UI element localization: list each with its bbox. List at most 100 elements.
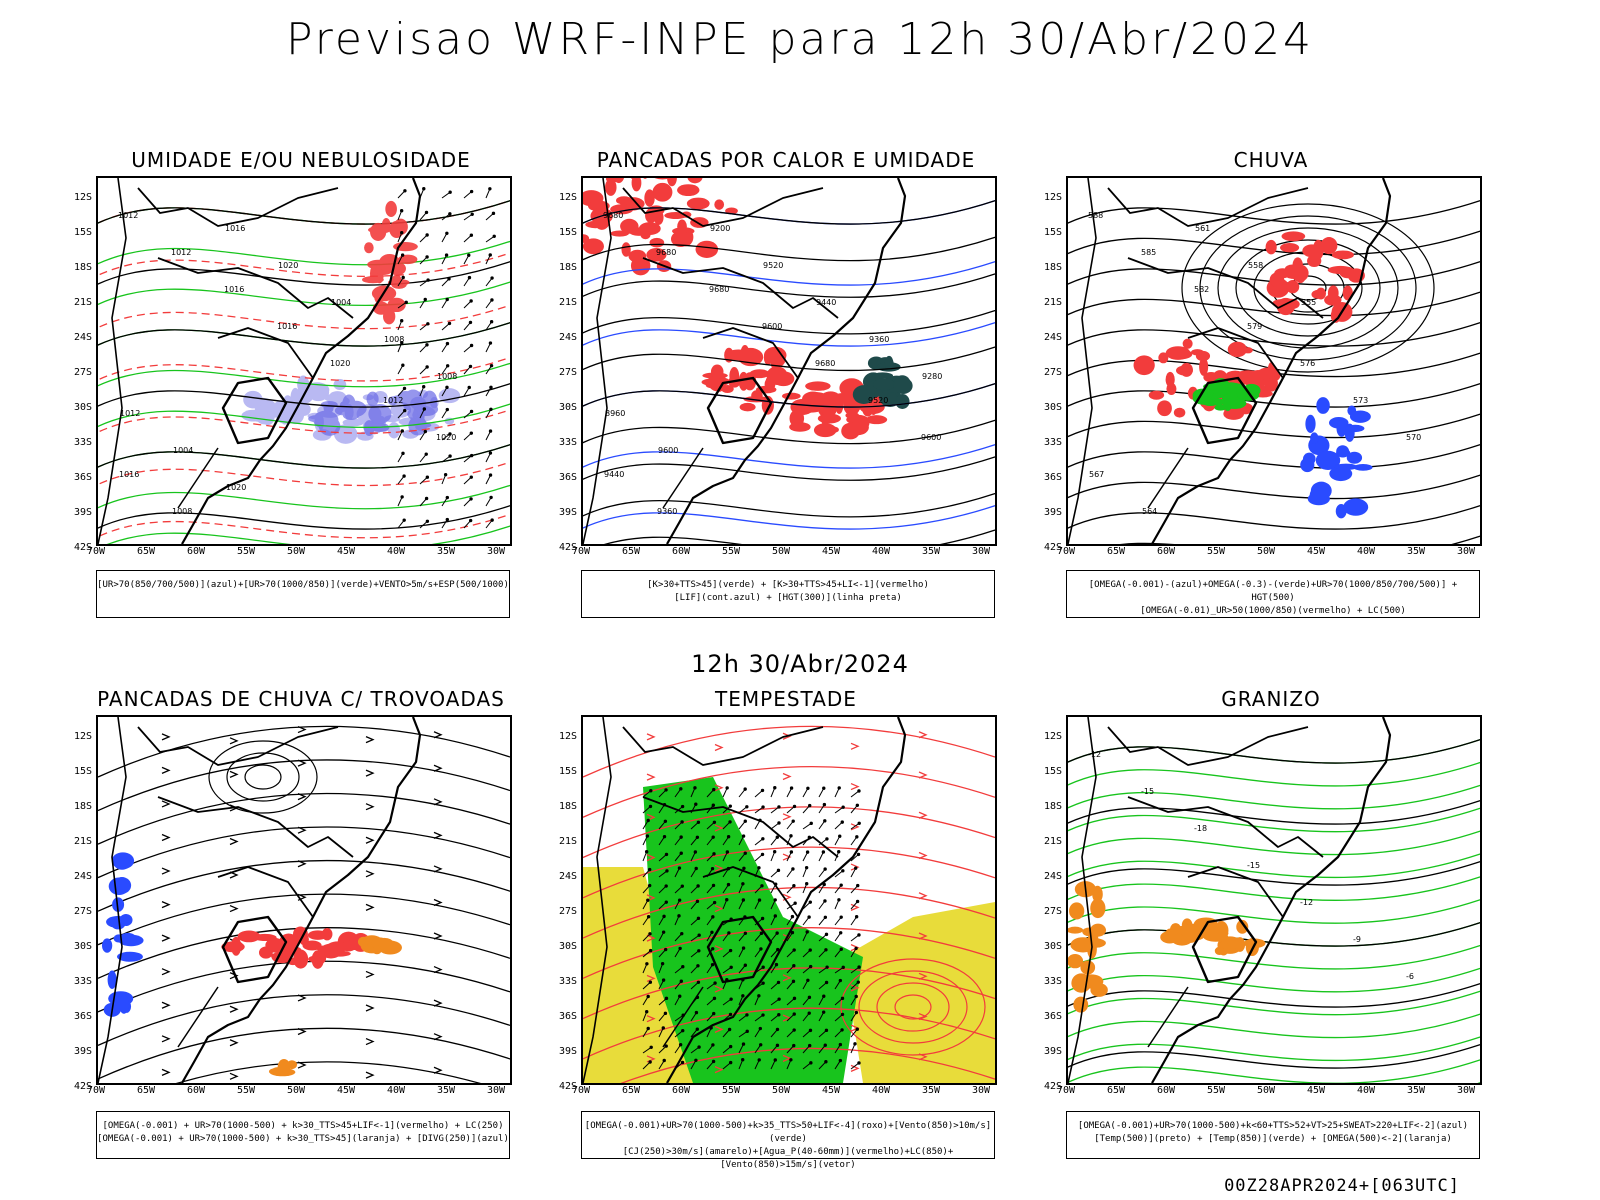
legend-line-2: [LIF](cont.azul) + [HGT(300)](linha pret… <box>674 593 902 603</box>
panel-title: PANCADAS POR CALOR E UMIDADE <box>596 148 976 172</box>
longitude-label: 35W <box>1406 546 1426 557</box>
map-boundaries <box>583 178 907 544</box>
latitude-label: 18S <box>558 801 577 812</box>
longitude-label: 35W <box>921 546 941 557</box>
longitude-label: 65W <box>1106 546 1126 557</box>
rain-red-north <box>1265 231 1365 323</box>
latitude-label: 21S <box>1043 297 1062 308</box>
latitude-label: 15S <box>1043 766 1062 777</box>
longitude-label: 50W <box>286 1085 306 1096</box>
contour-label: 9360 <box>657 507 677 516</box>
latitude-label: 12S <box>73 731 92 742</box>
longitude-label: 30W <box>486 1085 506 1096</box>
contour-label: -12 <box>1300 898 1313 907</box>
longitude-label: 55W <box>236 1085 256 1096</box>
forecast-run-label: 00Z28APR2024+[063UTC] <box>1224 1176 1460 1196</box>
divergence-blue-area <box>101 852 144 1017</box>
latitude-label: 24S <box>1043 871 1062 882</box>
latitude-label: 27S <box>73 367 92 378</box>
panel-legend: [OMEGA(-0.001) + UR>70(1000-500) + k>30_… <box>96 1111 510 1159</box>
longitude-label: 65W <box>136 546 156 557</box>
humidity-low-contours <box>98 199 510 544</box>
contour-label: -12 <box>1088 750 1101 759</box>
contour-label: 576 <box>1300 359 1315 368</box>
longitude-label: 70W <box>86 1085 106 1096</box>
longitude-label: 60W <box>1156 1085 1176 1096</box>
thunderstorm-red-area <box>221 926 371 969</box>
latitude-label: 42S <box>73 542 92 553</box>
latitude-label: 21S <box>1043 836 1062 847</box>
contour-label: 1016 <box>225 224 245 233</box>
legend-line-1: [OMEGA(-0.001)-(azul)+OMEGA(-0.3)-(verde… <box>1088 580 1458 603</box>
legend-line-1: [K>30+TTS>45](verde) + [K>30+TTS>45+LI<-… <box>647 580 929 590</box>
hgt500-contours <box>1068 199 1480 544</box>
longitude-label: 45W <box>1306 546 1326 557</box>
latitude-label: 18S <box>558 262 577 273</box>
contour-label: 1004 <box>331 298 351 307</box>
latitude-label: 36S <box>558 472 577 483</box>
longitude-label: 70W <box>571 1085 591 1096</box>
latitude-label: 27S <box>558 367 577 378</box>
latitude-label: 42S <box>1043 542 1062 553</box>
hgt500-low-contours <box>1181 203 1435 373</box>
latitude-label: 30S <box>1043 402 1062 413</box>
panel-legend: [OMEGA(-0.001)+UR>70(1000-500)+k<60+TTS>… <box>1066 1111 1480 1159</box>
contour-label: 588 <box>1088 211 1103 220</box>
contour-label: 9280 <box>922 372 942 381</box>
contour-label: -15 <box>1247 861 1260 870</box>
contour-label: -9 <box>1353 935 1361 944</box>
panel-title: UMIDADE E/OU NEBULOSIDADE <box>131 148 471 172</box>
contour-label: 9440 <box>604 470 624 479</box>
map-boundaries <box>98 178 422 544</box>
longitude-label: 55W <box>721 546 741 557</box>
contour-label: 1016 <box>224 285 244 294</box>
latitude-label: 24S <box>558 871 577 882</box>
streamlines-250 <box>98 725 510 1083</box>
temp850-contours <box>1068 738 1480 1083</box>
latitude-label: 33S <box>558 437 577 448</box>
longitude-label: 70W <box>86 546 106 557</box>
map-boundaries <box>1068 178 1392 544</box>
latitude-label: 27S <box>558 906 577 917</box>
longitude-label: 55W <box>236 546 256 557</box>
latitude-label: 36S <box>73 1011 92 1022</box>
contour-label: -6 <box>1406 972 1414 981</box>
longitude-label: 30W <box>971 546 991 557</box>
longitude-label: 65W <box>1106 1085 1126 1096</box>
contour-label: 1012 <box>118 211 138 220</box>
latitude-label: 39S <box>1043 507 1062 518</box>
longitude-label: 35W <box>436 546 456 557</box>
contour-label: 9440 <box>816 298 836 307</box>
longitude-label: 45W <box>1306 1085 1326 1096</box>
legend-line-2: [OMEGA(-0.001) + UR>70(1000-500) + k>30_… <box>97 1134 509 1144</box>
longitude-label: 55W <box>1206 546 1226 557</box>
contour-label: 9680 <box>709 285 729 294</box>
map-panel: 588 585 582 579 576 573 570 567 564 561 558 555 <box>1066 176 1482 546</box>
latitude-label: 21S <box>73 297 92 308</box>
longitude-label: 40W <box>386 546 406 557</box>
contour-label: 579 <box>1247 322 1262 331</box>
contour-label: 1016 <box>119 470 139 479</box>
latitude-label: 36S <box>558 1011 577 1022</box>
orange-south-spot <box>268 1058 298 1077</box>
lc850-vortex <box>840 958 986 1056</box>
contour-label: 9360 <box>869 335 889 344</box>
longitude-label: 55W <box>721 1085 741 1096</box>
thunderstorm-orange-area <box>357 935 402 955</box>
contour-label: 573 <box>1353 396 1368 405</box>
contour-label: 1012 <box>120 409 140 418</box>
longitude-label: 70W <box>1056 1085 1076 1096</box>
rain-blue-area <box>1300 397 1373 519</box>
latitude-label: 39S <box>558 1046 577 1057</box>
latitude-label: 15S <box>558 766 577 777</box>
panel-legend: [UR>70(850/700/500)](azul)+[UR>70(1000/8… <box>96 570 510 618</box>
longitude-label: 40W <box>871 546 891 557</box>
latitude-label: 39S <box>73 507 92 518</box>
longitude-label: 40W <box>1356 1085 1376 1096</box>
longitude-label: 60W <box>671 546 691 557</box>
latitude-label: 42S <box>558 542 577 553</box>
contour-label: -18 <box>1194 824 1207 833</box>
contour-label: 9520 <box>763 261 783 270</box>
latitude-label: 12S <box>1043 192 1062 203</box>
contour-label: 567 <box>1089 470 1104 479</box>
